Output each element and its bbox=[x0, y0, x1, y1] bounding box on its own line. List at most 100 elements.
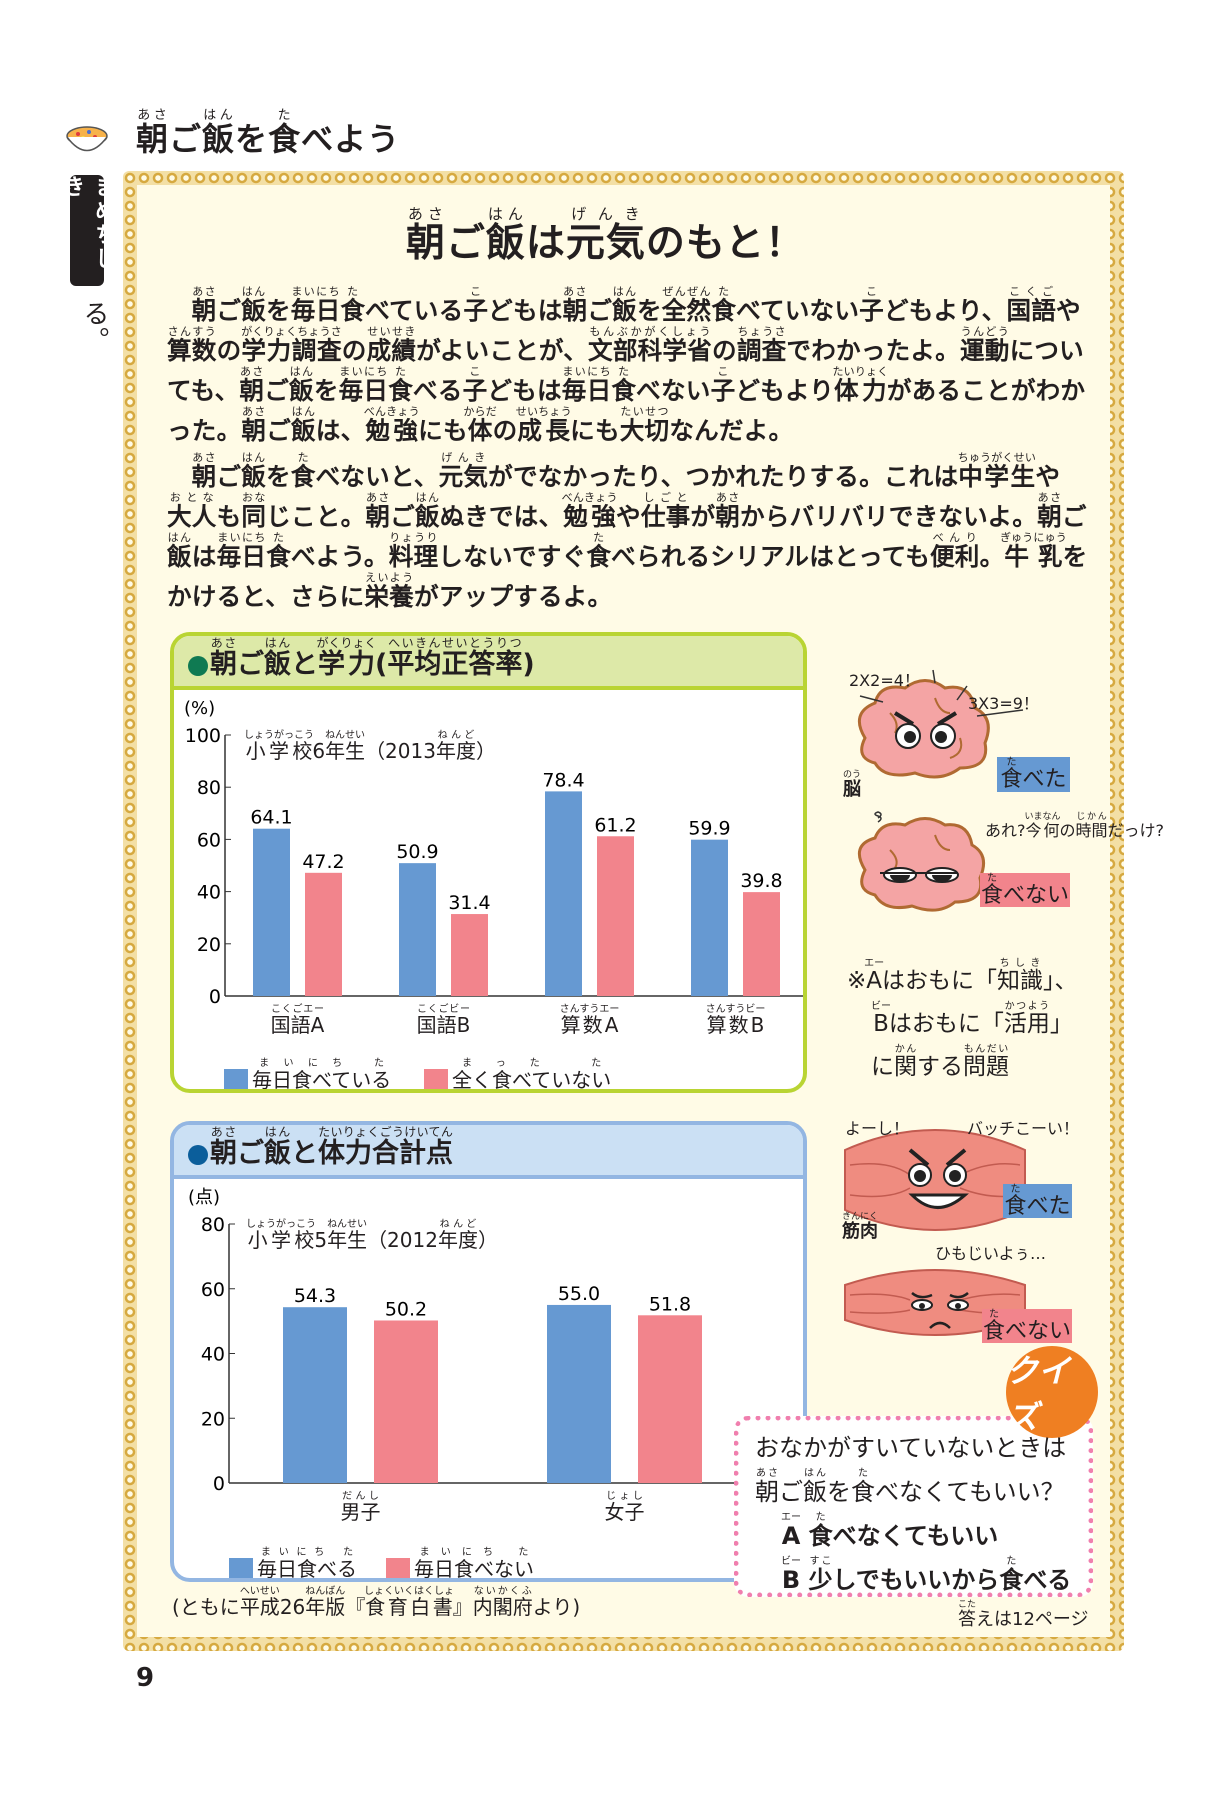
skip-tag: 食たべない bbox=[982, 1309, 1072, 1345]
ruby-text: 朝あさ bbox=[136, 109, 169, 158]
text-run: や bbox=[616, 502, 641, 531]
ruby-text: 毎まい bbox=[217, 532, 242, 571]
text-run: を bbox=[636, 296, 662, 325]
base-text: 日 bbox=[241, 542, 267, 571]
ruby-text: 飯はん bbox=[415, 492, 440, 531]
furigana: はん bbox=[264, 636, 291, 650]
text-run: を bbox=[235, 120, 269, 158]
base-text: 飯 bbox=[803, 1478, 827, 1506]
furigana: きんにく bbox=[842, 1212, 878, 1222]
furigana: げんき bbox=[438, 451, 489, 464]
text-run: ご bbox=[169, 120, 203, 158]
y-tick-label: 60 bbox=[197, 829, 221, 851]
text-run: についても、 bbox=[167, 336, 1084, 405]
data-label: 64.1 bbox=[250, 807, 292, 829]
speech-text: ひもじいよぅ… bbox=[935, 1244, 1047, 1263]
text-run: べた bbox=[1022, 767, 1067, 792]
ruby-text: 食た bbox=[388, 366, 413, 405]
furigana: じかん bbox=[1075, 812, 1108, 822]
text-run: をかけると、さらに bbox=[167, 542, 1088, 611]
category-label: 男子だんし bbox=[340, 1491, 381, 1525]
text-run: 」、 bbox=[1043, 968, 1078, 994]
base-text: 食 bbox=[999, 1566, 1024, 1594]
category-label: 女子じょし bbox=[604, 1491, 645, 1525]
text-run: ぬきでは、 bbox=[439, 502, 564, 531]
furigana: こ bbox=[859, 285, 884, 298]
furigana: はん bbox=[485, 205, 526, 223]
text-run: ） bbox=[475, 739, 496, 763]
note-line: に関かんする問題もんだい bbox=[847, 1044, 1078, 1087]
base-text: 勉強 bbox=[561, 502, 618, 531]
base-text: 国語 bbox=[1006, 296, 1057, 325]
text-run: (ともに bbox=[172, 1595, 240, 1619]
text-run: や bbox=[1035, 462, 1061, 491]
furigana: はん bbox=[264, 1125, 291, 1139]
base-text: 勉強 bbox=[363, 416, 420, 445]
ruby-text: 食た bbox=[999, 1557, 1024, 1595]
ruby-text: 朝あさ bbox=[239, 366, 264, 405]
text-run: がでなかったり、つかれたりする。これは bbox=[488, 462, 959, 491]
chart-subtitle: 小学校しょうがっこう5年生ねんせい（2012年度ねんど） bbox=[246, 1219, 498, 1253]
furigana: あさ bbox=[562, 285, 588, 298]
quiz-option-b: Bビー 少すこしでもいいから食たべる bbox=[755, 1556, 1071, 1600]
ruby-text: 学力調査がくりょくちょうさ bbox=[241, 326, 342, 365]
muscle-label: 筋肉きんにく bbox=[842, 1212, 878, 1243]
base-text: 文部科学省 bbox=[588, 336, 713, 365]
furigana: のう bbox=[843, 770, 862, 780]
page-title: 朝あさご飯はんを食たべよう bbox=[136, 108, 400, 160]
ruby-text: 子こ bbox=[463, 286, 488, 325]
furigana: せいちょう bbox=[515, 405, 572, 418]
text-run: でわかったよ。 bbox=[786, 336, 960, 365]
ruby-text: 運動うんどう bbox=[960, 326, 1010, 365]
furigana: た bbox=[268, 108, 302, 123]
ruby-text: 食た bbox=[340, 286, 365, 325]
data-label: 54.3 bbox=[294, 1285, 336, 1307]
ruby-text: 算さん bbox=[167, 326, 192, 365]
furigana: あさ bbox=[191, 451, 217, 464]
base-text: 体力合計点 bbox=[318, 1138, 453, 1169]
text-run: の bbox=[341, 336, 367, 365]
speech-text: 3X3=9！ bbox=[968, 694, 1039, 713]
base-text: 内閣府 bbox=[472, 1595, 533, 1619]
text-run: べられるシリアルはとっても bbox=[611, 542, 930, 571]
furigana: かつよう bbox=[1003, 1001, 1050, 1012]
text-run: と bbox=[291, 649, 318, 680]
base-text: 平成 bbox=[239, 1595, 280, 1619]
base-text: 小学校 bbox=[246, 1228, 316, 1252]
furigana: かん bbox=[894, 1044, 917, 1055]
furigana: ちしき bbox=[997, 958, 1043, 969]
brain-illustrations bbox=[857, 669, 1024, 779]
base-text: 調査 bbox=[736, 336, 787, 365]
ruby-text: 朝あさ bbox=[1037, 492, 1062, 531]
furigana: ねんばん bbox=[305, 1586, 346, 1597]
text-run: しでもいいから bbox=[832, 1566, 1000, 1594]
furigana: た bbox=[266, 531, 291, 544]
furigana: た bbox=[711, 285, 737, 298]
furigana: はん bbox=[202, 108, 236, 123]
speech-text: あれ?今何いまなんの時間じかんだっけ? bbox=[985, 812, 1164, 843]
text-run: のもと！ bbox=[645, 221, 806, 266]
text-run: を bbox=[265, 462, 291, 491]
y-axis-label: (%) bbox=[184, 698, 215, 719]
text-run: べないと、 bbox=[315, 462, 439, 491]
text-run: はおもに「 bbox=[888, 1011, 1004, 1037]
ruby-text: 仕事しごと bbox=[641, 492, 691, 531]
base-text: 飯 bbox=[241, 296, 266, 325]
ruby-text: 飯はん bbox=[264, 637, 291, 680]
furigana: こた bbox=[958, 1600, 977, 1610]
data-label: 55.0 bbox=[558, 1283, 600, 1305]
page-number: 9 bbox=[136, 1663, 155, 1693]
ruby-text: 朝あさ bbox=[715, 492, 741, 531]
category-label: 算数Bさんすうビー bbox=[705, 1004, 766, 1038]
ruby-text: 食た bbox=[983, 1310, 1005, 1345]
base-text: A bbox=[781, 1522, 801, 1550]
base-text: 学力調査 bbox=[241, 336, 342, 365]
ruby-text: 時間じかん bbox=[1076, 813, 1108, 841]
ruby-text: 体からだ bbox=[463, 406, 496, 445]
text-run: じこと。 bbox=[266, 502, 366, 531]
base-text: 体力 bbox=[832, 376, 889, 405]
base-text: 朝 bbox=[715, 502, 741, 531]
ruby-text: 子こ bbox=[463, 366, 488, 405]
text-run: べた bbox=[1026, 1194, 1071, 1219]
chart-title: 朝あさご飯はんと体力合計点たいりょくごうけいてん bbox=[174, 1125, 803, 1179]
